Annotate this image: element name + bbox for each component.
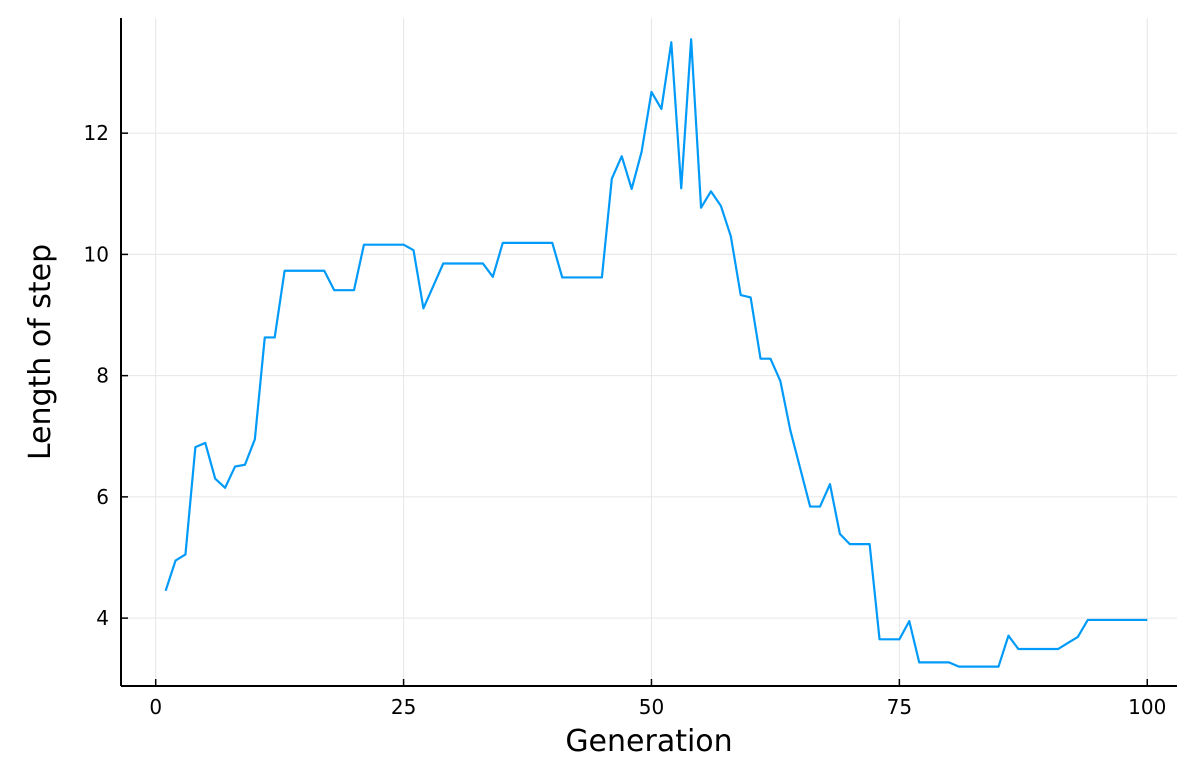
y-tick-label: 12 — [84, 121, 109, 145]
x-tick-label: 75 — [887, 695, 912, 719]
x-tick-label: 0 — [149, 695, 162, 719]
y-tick-label: 8 — [96, 364, 109, 388]
y-tick-label: 10 — [84, 242, 109, 266]
x-axis-title: Generation — [565, 724, 732, 759]
tick-layer: 0 25 50 75 100 4 6 8 10 12 — [84, 121, 1167, 719]
x-tick-label: 100 — [1128, 695, 1166, 719]
y-tick-label: 4 — [96, 606, 109, 630]
x-tick-label: 25 — [391, 695, 416, 719]
series-line — [164, 38, 1148, 668]
axis-layer — [120, 18, 1177, 687]
grid-layer — [121, 18, 1177, 686]
y-tick-label: 6 — [96, 485, 109, 509]
x-tick-label: 50 — [639, 695, 664, 719]
y-axis-title: Length of step — [23, 244, 58, 460]
series-layer — [164, 38, 1148, 668]
